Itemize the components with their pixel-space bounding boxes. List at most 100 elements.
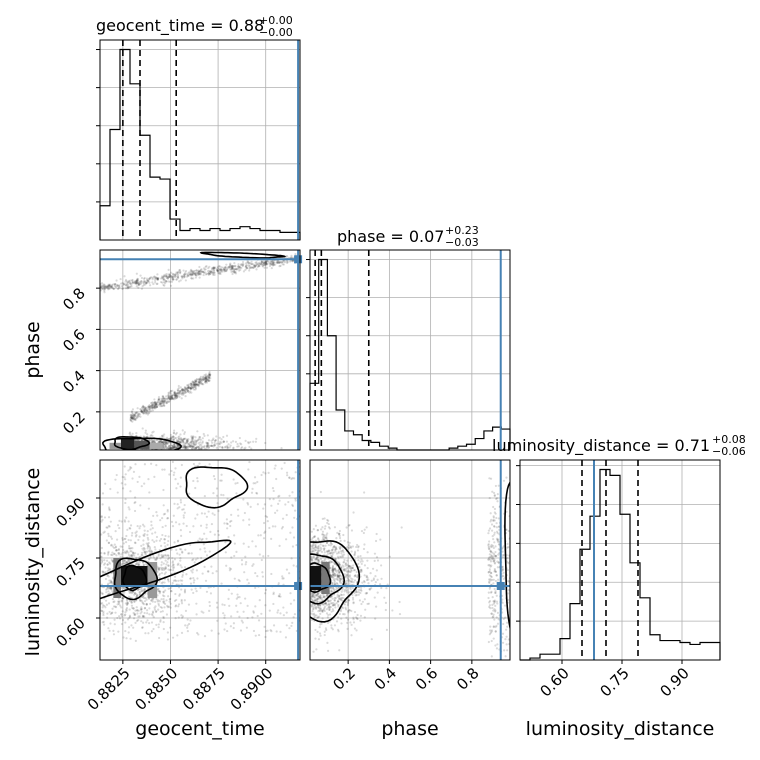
sample-point <box>127 547 131 550</box>
sample-point <box>326 641 329 644</box>
sample-point <box>127 520 130 523</box>
sample-point <box>172 431 175 434</box>
sample-point <box>181 575 184 578</box>
sample-point <box>172 278 175 281</box>
sample-point <box>171 565 174 568</box>
sample-point <box>260 261 263 264</box>
sample-point <box>255 263 258 267</box>
sample-point <box>159 403 162 406</box>
sample-point <box>135 279 138 282</box>
sample-point <box>182 393 185 396</box>
sample-point <box>139 504 142 507</box>
sample-point <box>91 566 93 568</box>
sample-point <box>354 574 357 577</box>
sample-point <box>183 276 186 279</box>
sample-point <box>206 378 209 381</box>
sample-point <box>206 434 209 437</box>
sample-point <box>136 413 140 417</box>
sample-point <box>148 277 151 280</box>
sample-point <box>373 596 376 599</box>
sample-point <box>250 262 253 266</box>
sample-point <box>340 596 344 599</box>
sample-point <box>187 386 190 390</box>
sample-point <box>168 598 171 601</box>
sample-point <box>230 513 233 516</box>
sample-point <box>149 406 152 409</box>
sample-point <box>151 404 154 408</box>
sample-point <box>353 569 357 572</box>
sample-point <box>183 431 186 434</box>
sample-point <box>161 402 164 405</box>
sample-point <box>175 278 178 281</box>
sample-point <box>230 266 233 269</box>
sample-point <box>197 378 201 381</box>
sample-point <box>160 405 163 408</box>
sample-point <box>236 481 239 485</box>
sample-point <box>333 624 337 627</box>
sample-point <box>165 276 168 279</box>
sample-point <box>190 441 193 444</box>
sample-point <box>161 555 164 559</box>
sample-point <box>128 614 131 617</box>
sample-point <box>250 262 253 266</box>
sample-point <box>332 561 335 564</box>
sample-point <box>198 447 201 450</box>
sample-point <box>158 572 161 576</box>
sample-point <box>229 265 232 268</box>
sample-point <box>149 556 152 559</box>
sample-point <box>164 559 167 562</box>
sample-point <box>160 401 163 404</box>
sample-point <box>341 549 345 552</box>
sample-point <box>323 633 326 637</box>
sample-point <box>167 395 170 399</box>
sample-point <box>203 532 206 535</box>
sample-point <box>140 544 143 547</box>
sample-point <box>185 524 188 528</box>
sample-point <box>196 477 199 480</box>
sample-point <box>241 260 245 264</box>
sample-point <box>310 595 313 598</box>
sample-point <box>189 387 192 390</box>
sample-point <box>116 603 119 606</box>
sample-point <box>121 281 124 285</box>
sample-point <box>134 411 137 415</box>
sample-point <box>189 577 192 580</box>
sample-point <box>208 373 211 376</box>
title-geocent-time-minus: −0.00 <box>259 26 293 39</box>
sample-point <box>194 517 197 520</box>
sample-point <box>197 438 200 441</box>
sample-point <box>183 275 186 278</box>
sample-point <box>216 269 219 272</box>
sample-point <box>148 407 151 410</box>
sample-point <box>79 591 81 593</box>
sample-point <box>171 438 174 441</box>
sample-point <box>312 528 315 531</box>
sample-point <box>234 271 237 274</box>
sample-point <box>105 559 109 562</box>
sample-point <box>318 561 321 564</box>
sample-point <box>196 430 199 433</box>
sample-point <box>359 554 362 558</box>
sample-point <box>336 600 339 603</box>
sample-point <box>333 581 336 584</box>
sample-point <box>142 405 145 408</box>
sample-point <box>120 606 123 609</box>
sample-point <box>196 445 199 448</box>
sample-point <box>224 541 227 544</box>
sample-point <box>161 567 164 570</box>
sample-point <box>325 550 328 553</box>
sample-point <box>162 277 165 281</box>
sample-point <box>206 444 209 447</box>
sample-point <box>124 611 127 614</box>
sample-point <box>137 538 140 542</box>
sample-point <box>127 626 131 629</box>
sample-point <box>134 592 137 595</box>
sample-point <box>154 279 157 282</box>
sample-point <box>110 581 113 584</box>
sample-point <box>178 280 181 283</box>
sample-point <box>129 418 132 422</box>
sample-point <box>130 550 133 553</box>
sample-point <box>207 379 210 382</box>
sample-point <box>190 440 193 443</box>
sample-point <box>325 541 329 545</box>
